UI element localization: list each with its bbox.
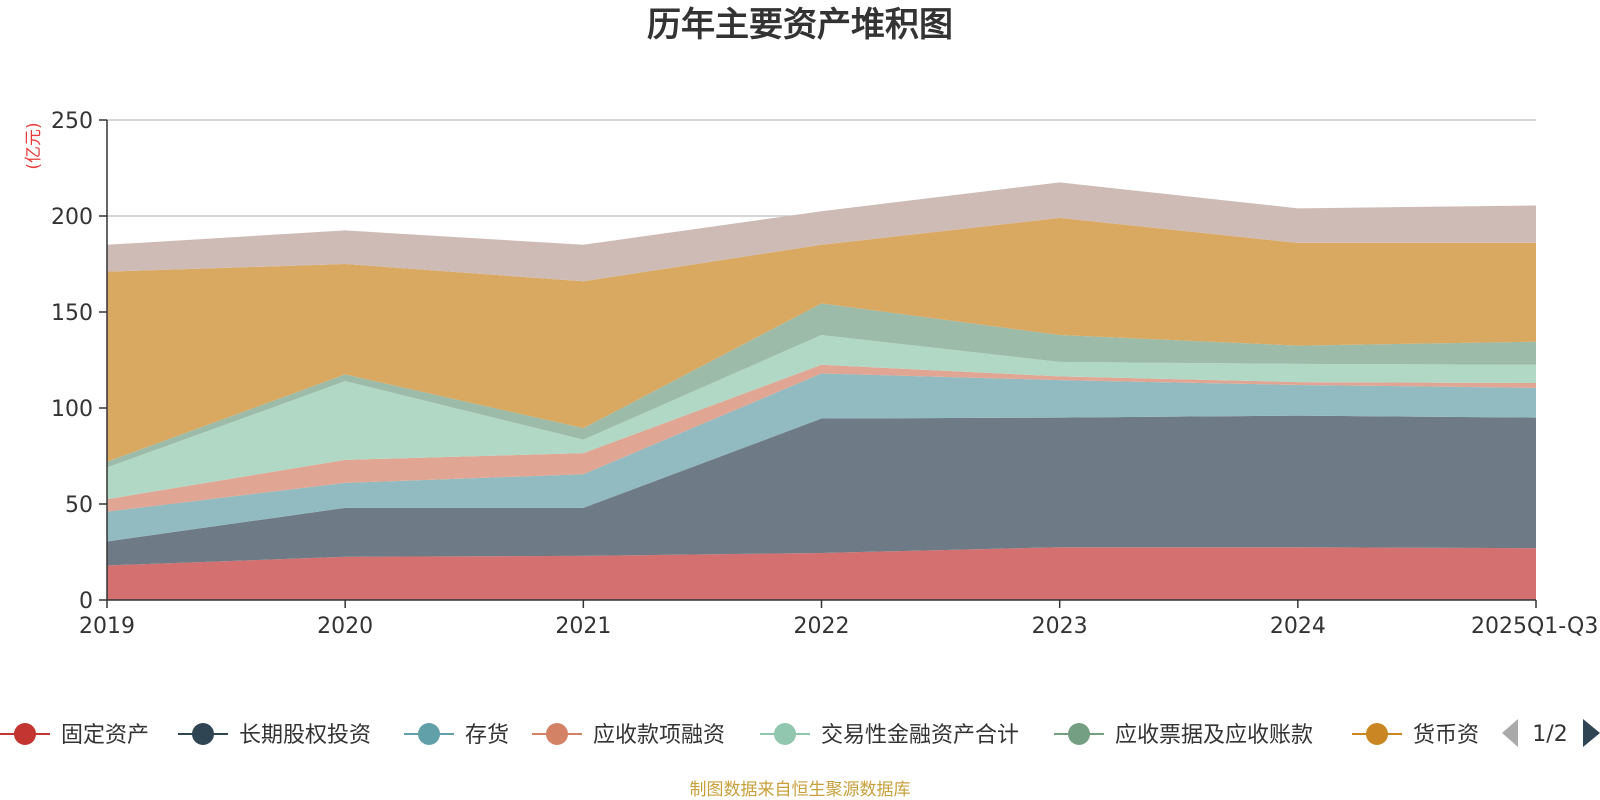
legend-marker-icon bbox=[1366, 723, 1388, 745]
legend-marker-icon bbox=[546, 723, 568, 745]
area-series-3 bbox=[107, 364, 1536, 512]
area-series-2 bbox=[107, 373, 1536, 542]
legend-label: 交易性金融资产合计 bbox=[821, 723, 1019, 748]
data-source-note: 制图数据来自恒生聚源数据库 bbox=[690, 780, 911, 800]
y-tick-label: 150 bbox=[51, 301, 93, 326]
x-tick-label: 2020 bbox=[317, 614, 373, 639]
x-tick-label: 2022 bbox=[794, 614, 850, 639]
legend-page-indicator: 1/2 bbox=[1532, 722, 1567, 747]
x-tick-label: 2024 bbox=[1270, 614, 1326, 639]
y-tick-label: 200 bbox=[51, 205, 93, 230]
area-series-6 bbox=[107, 217, 1536, 462]
area-series-4 bbox=[107, 335, 1536, 500]
x-tick-label: 2023 bbox=[1032, 614, 1088, 639]
x-axis-ticks: 2019 2020 2021 2022 2023 2024 2025Q1-Q3 bbox=[79, 600, 1598, 639]
y-tick-label: 100 bbox=[51, 397, 93, 422]
legend-marker-icon bbox=[192, 723, 214, 745]
legend: 固定资产 长期股权投资 存货 应收款项融资 交易性金融资产合计 应收票据及应收账款 货币资 bbox=[0, 723, 1479, 748]
area-series-1 bbox=[107, 415, 1536, 566]
legend-item-2[interactable]: 存货 bbox=[404, 723, 509, 748]
area-series-7 bbox=[107, 182, 1536, 282]
legend-marker-icon bbox=[418, 723, 440, 745]
legend-marker-icon bbox=[1068, 723, 1090, 745]
y-axis-ticks: 0 50 100 150 200 250 bbox=[51, 109, 107, 614]
legend-label: 长期股权投资 bbox=[239, 723, 371, 748]
legend-item-4[interactable]: 交易性金融资产合计 bbox=[760, 723, 1019, 748]
x-tick-label: 2025Q1-Q3 bbox=[1471, 614, 1598, 639]
legend-item-5[interactable]: 应收票据及应收账款 bbox=[1054, 723, 1313, 748]
legend-item-3[interactable]: 应收款项融资 bbox=[532, 723, 725, 748]
legend-item-1[interactable]: 长期股权投资 bbox=[178, 723, 371, 748]
legend-label: 存货 bbox=[465, 723, 509, 748]
chart-title: 历年主要资产堆积图 bbox=[647, 5, 953, 45]
legend-next-page-icon[interactable] bbox=[1583, 719, 1600, 747]
legend-item-6[interactable]: 货币资 bbox=[1352, 723, 1479, 748]
y-tick-label: 0 bbox=[79, 589, 93, 614]
area-series-5 bbox=[107, 303, 1536, 468]
legend-marker-icon bbox=[774, 723, 796, 745]
legend-label: 货币资 bbox=[1413, 723, 1479, 748]
area-series-group bbox=[107, 182, 1536, 600]
y-axis-unit-label: (亿元) bbox=[24, 122, 44, 169]
area-series-0 bbox=[107, 547, 1536, 600]
x-tick-label: 2021 bbox=[555, 614, 611, 639]
x-tick-label: 2019 bbox=[79, 614, 135, 639]
y-tick-label: 50 bbox=[65, 493, 93, 518]
y-tick-label: 250 bbox=[51, 109, 93, 134]
legend-label: 应收款项融资 bbox=[593, 723, 725, 748]
legend-marker-icon bbox=[14, 723, 36, 745]
legend-pager: 1/2 bbox=[1502, 719, 1600, 747]
legend-label: 固定资产 bbox=[61, 723, 149, 748]
legend-item-0[interactable]: 固定资产 bbox=[0, 723, 149, 748]
legend-label: 应收票据及应收账款 bbox=[1115, 723, 1313, 748]
legend-prev-page-icon[interactable] bbox=[1502, 719, 1518, 747]
